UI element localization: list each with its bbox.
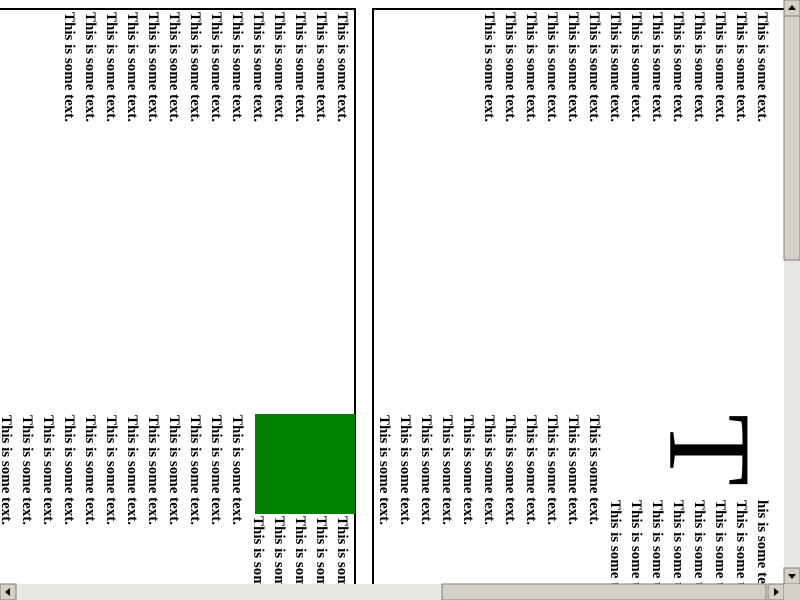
vertical-scrollbar[interactable] xyxy=(783,0,800,585)
text-line: This is some text. xyxy=(565,415,581,525)
text-line: This is some text. xyxy=(649,500,665,600)
text-line: This is some text. xyxy=(166,12,182,122)
text-line: This is some text. xyxy=(670,500,686,600)
text-line: This is some text. xyxy=(544,415,560,525)
text-line: This is some text. xyxy=(145,12,161,122)
text-line: This is some text. xyxy=(250,516,266,600)
text-line: This is some text. xyxy=(61,12,77,122)
text-line: This is some text. xyxy=(124,415,140,525)
text-line: This is some text. xyxy=(187,415,203,525)
text-line: This is some text. xyxy=(40,415,56,525)
text-line: This is some text. xyxy=(544,12,560,122)
text-line: This is some text. xyxy=(82,12,98,122)
text-line: This is some text. xyxy=(208,415,224,525)
text-line: This is some text. xyxy=(229,12,245,122)
text-line: This is some text. xyxy=(628,12,644,122)
text-line: This is some text. xyxy=(691,500,707,600)
text-line: This is some text. xyxy=(754,12,770,122)
text-line: This is some text. xyxy=(397,415,413,525)
text-line: This is some text. xyxy=(250,12,266,122)
text-line: This is some text. xyxy=(712,12,728,122)
text-line: This is some text. xyxy=(649,12,665,122)
text-line: This is some text. xyxy=(208,12,224,122)
text-line: This is some text. xyxy=(607,12,623,122)
text-line: This is some text. xyxy=(103,415,119,525)
text-line: This is some text. xyxy=(334,516,350,600)
text-line: This is some text. xyxy=(691,12,707,122)
text-line: This is some text. xyxy=(502,415,518,525)
text-line: This is some text. xyxy=(628,500,644,600)
green-box xyxy=(255,414,355,514)
text-line: This is some text. xyxy=(292,12,308,122)
text-line: This is some text. xyxy=(229,415,245,525)
text-line: This is some text. xyxy=(82,415,98,525)
text-line: This is some text. xyxy=(0,415,14,525)
text-line: This is some text. xyxy=(586,415,602,525)
text-line: This is some text. xyxy=(271,12,287,122)
text-line: This is some text. xyxy=(271,516,287,600)
text-line: This is some text. xyxy=(334,12,350,122)
text-line: This is some text. xyxy=(523,12,539,122)
drop-cap: T xyxy=(645,414,776,486)
text-line: This is some text. xyxy=(733,12,749,122)
text-line: This is some text. xyxy=(292,516,308,600)
text-line: This is some text. xyxy=(418,415,434,525)
text-line: This is some text. xyxy=(187,12,203,122)
text-line: This is some text. xyxy=(376,415,392,525)
text-line: This is some text. xyxy=(565,12,581,122)
text-line: This is some text. xyxy=(481,12,497,122)
text-line: This is some text. xyxy=(670,12,686,122)
text-line: This is some text. xyxy=(523,415,539,525)
text-line: his is some text. xyxy=(754,500,770,600)
text-line: This is some text. xyxy=(607,500,623,600)
text-line: This is some text. xyxy=(166,415,182,525)
text-line: This is some text. xyxy=(733,500,749,600)
text-line: This is some text. xyxy=(103,12,119,122)
horizontal-scrollbar[interactable] xyxy=(0,583,800,600)
text-line: This is some text. xyxy=(460,415,476,525)
text-line: This is some text. xyxy=(145,415,161,525)
text-line: This is some text. xyxy=(439,415,455,525)
text-line: This is some text. xyxy=(124,12,140,122)
left-text: This is some text. This is some text. This… xyxy=(0,12,350,600)
text-line: This is some text. xyxy=(712,500,728,600)
text-line: This is some text. xyxy=(61,415,77,525)
text-line: This is some text. xyxy=(481,415,497,525)
text-line: This is some text. xyxy=(313,516,329,600)
text-line: This is some text. xyxy=(502,12,518,122)
right-text: This is some text.This is some text.This… xyxy=(376,12,776,600)
text-line: This is some text. xyxy=(586,12,602,122)
text-line: This is some text. xyxy=(313,12,329,122)
text-line: This is some text. xyxy=(19,415,35,525)
